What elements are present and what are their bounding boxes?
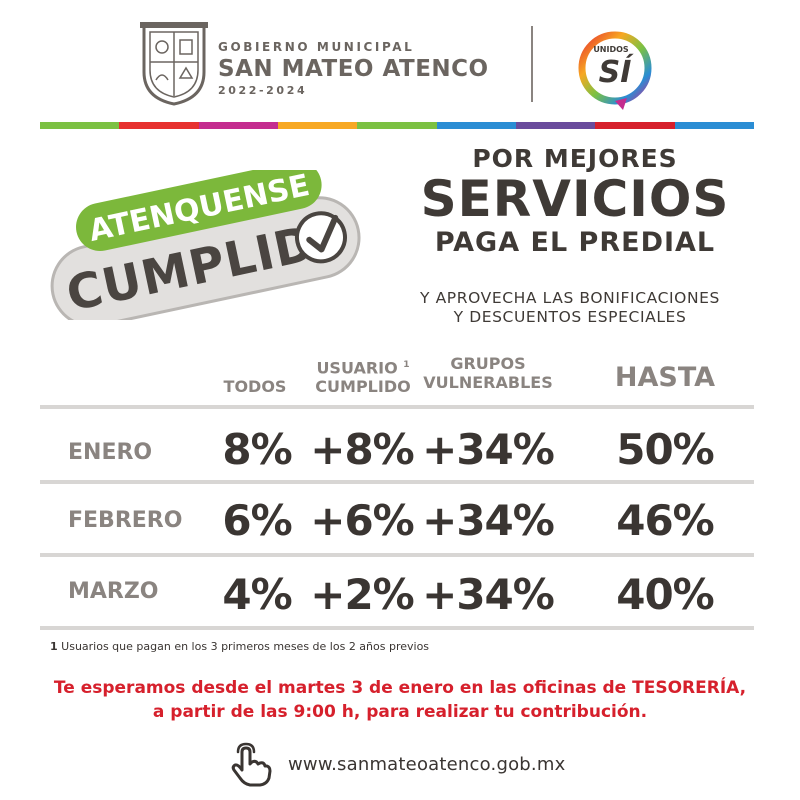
footnote-text: Usuarios que pagan en los 3 primeros mes… (61, 640, 430, 653)
enero-grupos-value: +34% (422, 425, 555, 474)
marzo-usuario-value: +2% (310, 570, 415, 619)
febrero-hasta-value: 46% (616, 496, 715, 545)
color-stripe-segment (277, 122, 358, 129)
website-link[interactable]: www.sanmateoatenco.gob.mx (228, 742, 568, 788)
footnote: 1 Usuarios que pagan en los 3 primeros m… (50, 640, 429, 653)
hand-pointer-icon (231, 742, 272, 787)
gov-line1: GOBIERNO MUNICIPAL (218, 40, 415, 54)
headline-line1: POR MEJORES (472, 144, 678, 173)
municipality-name: SAN MATEO ATENCO (218, 56, 489, 82)
row-label-marzo: MARZO (68, 579, 159, 604)
febrero-todos-value: 6% (222, 496, 292, 545)
febrero-usuario-value: +6% (310, 496, 415, 545)
color-stripe-segment (436, 122, 516, 129)
febrero-grupos-value: +34% (422, 496, 555, 545)
row-label-enero: ENERO (68, 440, 153, 465)
headline: POR MEJORES SERVICIOS PAGA EL PREDIAL (380, 144, 770, 258)
subheadline-line1: Y APROVECHA LAS BONIFICACIONES (420, 289, 720, 307)
color-stripe-segment (119, 122, 199, 129)
column-header-usuario-line2: CUMPLIDO (315, 377, 411, 397)
table-rule (40, 405, 754, 409)
government-title: GOBIERNO MUNICIPAL SAN MATEO ATENCO 2022… (218, 40, 489, 97)
color-stripe-segment (515, 122, 596, 129)
column-header-todos: TODOS (223, 377, 287, 396)
color-stripe-segment (357, 122, 437, 129)
column-header-grupos-line1: GRUPOS (450, 354, 526, 373)
check-icon (306, 214, 339, 253)
column-header-hasta: HASTA (614, 362, 716, 393)
administration-period: 2022-2024 (218, 84, 308, 97)
color-stripe (40, 122, 754, 129)
color-stripe-segment (40, 122, 120, 129)
invitation-line2: a partir de las 9:00 h, para realizar tu… (152, 702, 648, 722)
column-header-usuario-cumplido: USUARIO 1 CUMPLIDO (308, 356, 418, 396)
column-header-grupos-vulnerables: GRUPOS VULNERABLES (418, 354, 558, 392)
website-url[interactable]: www.sanmateoatenco.gob.mx (288, 754, 566, 775)
marzo-hasta-value: 40% (616, 570, 715, 619)
table-rule (40, 480, 754, 484)
color-stripe-segment (198, 122, 278, 129)
headline-line2: SERVICIOS (420, 170, 730, 228)
column-header-grupos-line2: VULNERABLES (423, 373, 553, 392)
invitation-message: Te esperamos desde el martes 3 de enero … (20, 676, 780, 724)
footnote-marker: 1 (403, 360, 410, 370)
invitation-line1: Te esperamos desde el martes 3 de enero … (53, 678, 747, 698)
headline-line3: PAGA EL PREDIAL (434, 227, 716, 258)
header: GOBIERNO MUNICIPAL SAN MATEO ATENCO 2022… (0, 0, 800, 120)
subheadline: Y APROVECHA LAS BONIFICACIONES Y DESCUEN… (370, 289, 770, 327)
atenquense-cumplido-badge: CUMPLID ATENQUENSE (50, 170, 361, 320)
table-rule (40, 553, 754, 557)
unidos-si-logo-icon: UNIDOS SÍ (578, 31, 652, 110)
enero-usuario-value: +8% (310, 425, 415, 474)
marzo-grupos-value: +34% (422, 570, 555, 619)
enero-todos-value: 8% (222, 425, 292, 474)
column-header-usuario-line1: USUARIO (316, 358, 398, 378)
color-stripe-segment (674, 122, 754, 129)
enero-hasta-value: 50% (616, 425, 715, 474)
header-divider (531, 26, 533, 102)
marzo-todos-value: 4% (222, 570, 292, 619)
logo-unidos-text: UNIDOS (593, 45, 629, 54)
color-stripe-segment (595, 122, 675, 129)
footnote-number: 1 (50, 640, 58, 653)
subheadline-line2: Y DESCUENTOS ESPECIALES (453, 308, 687, 326)
municipal-crest-icon (140, 22, 208, 106)
table-rule (40, 626, 754, 630)
row-label-febrero: FEBRERO (68, 508, 183, 533)
logo-si-text: SÍ (599, 54, 635, 90)
